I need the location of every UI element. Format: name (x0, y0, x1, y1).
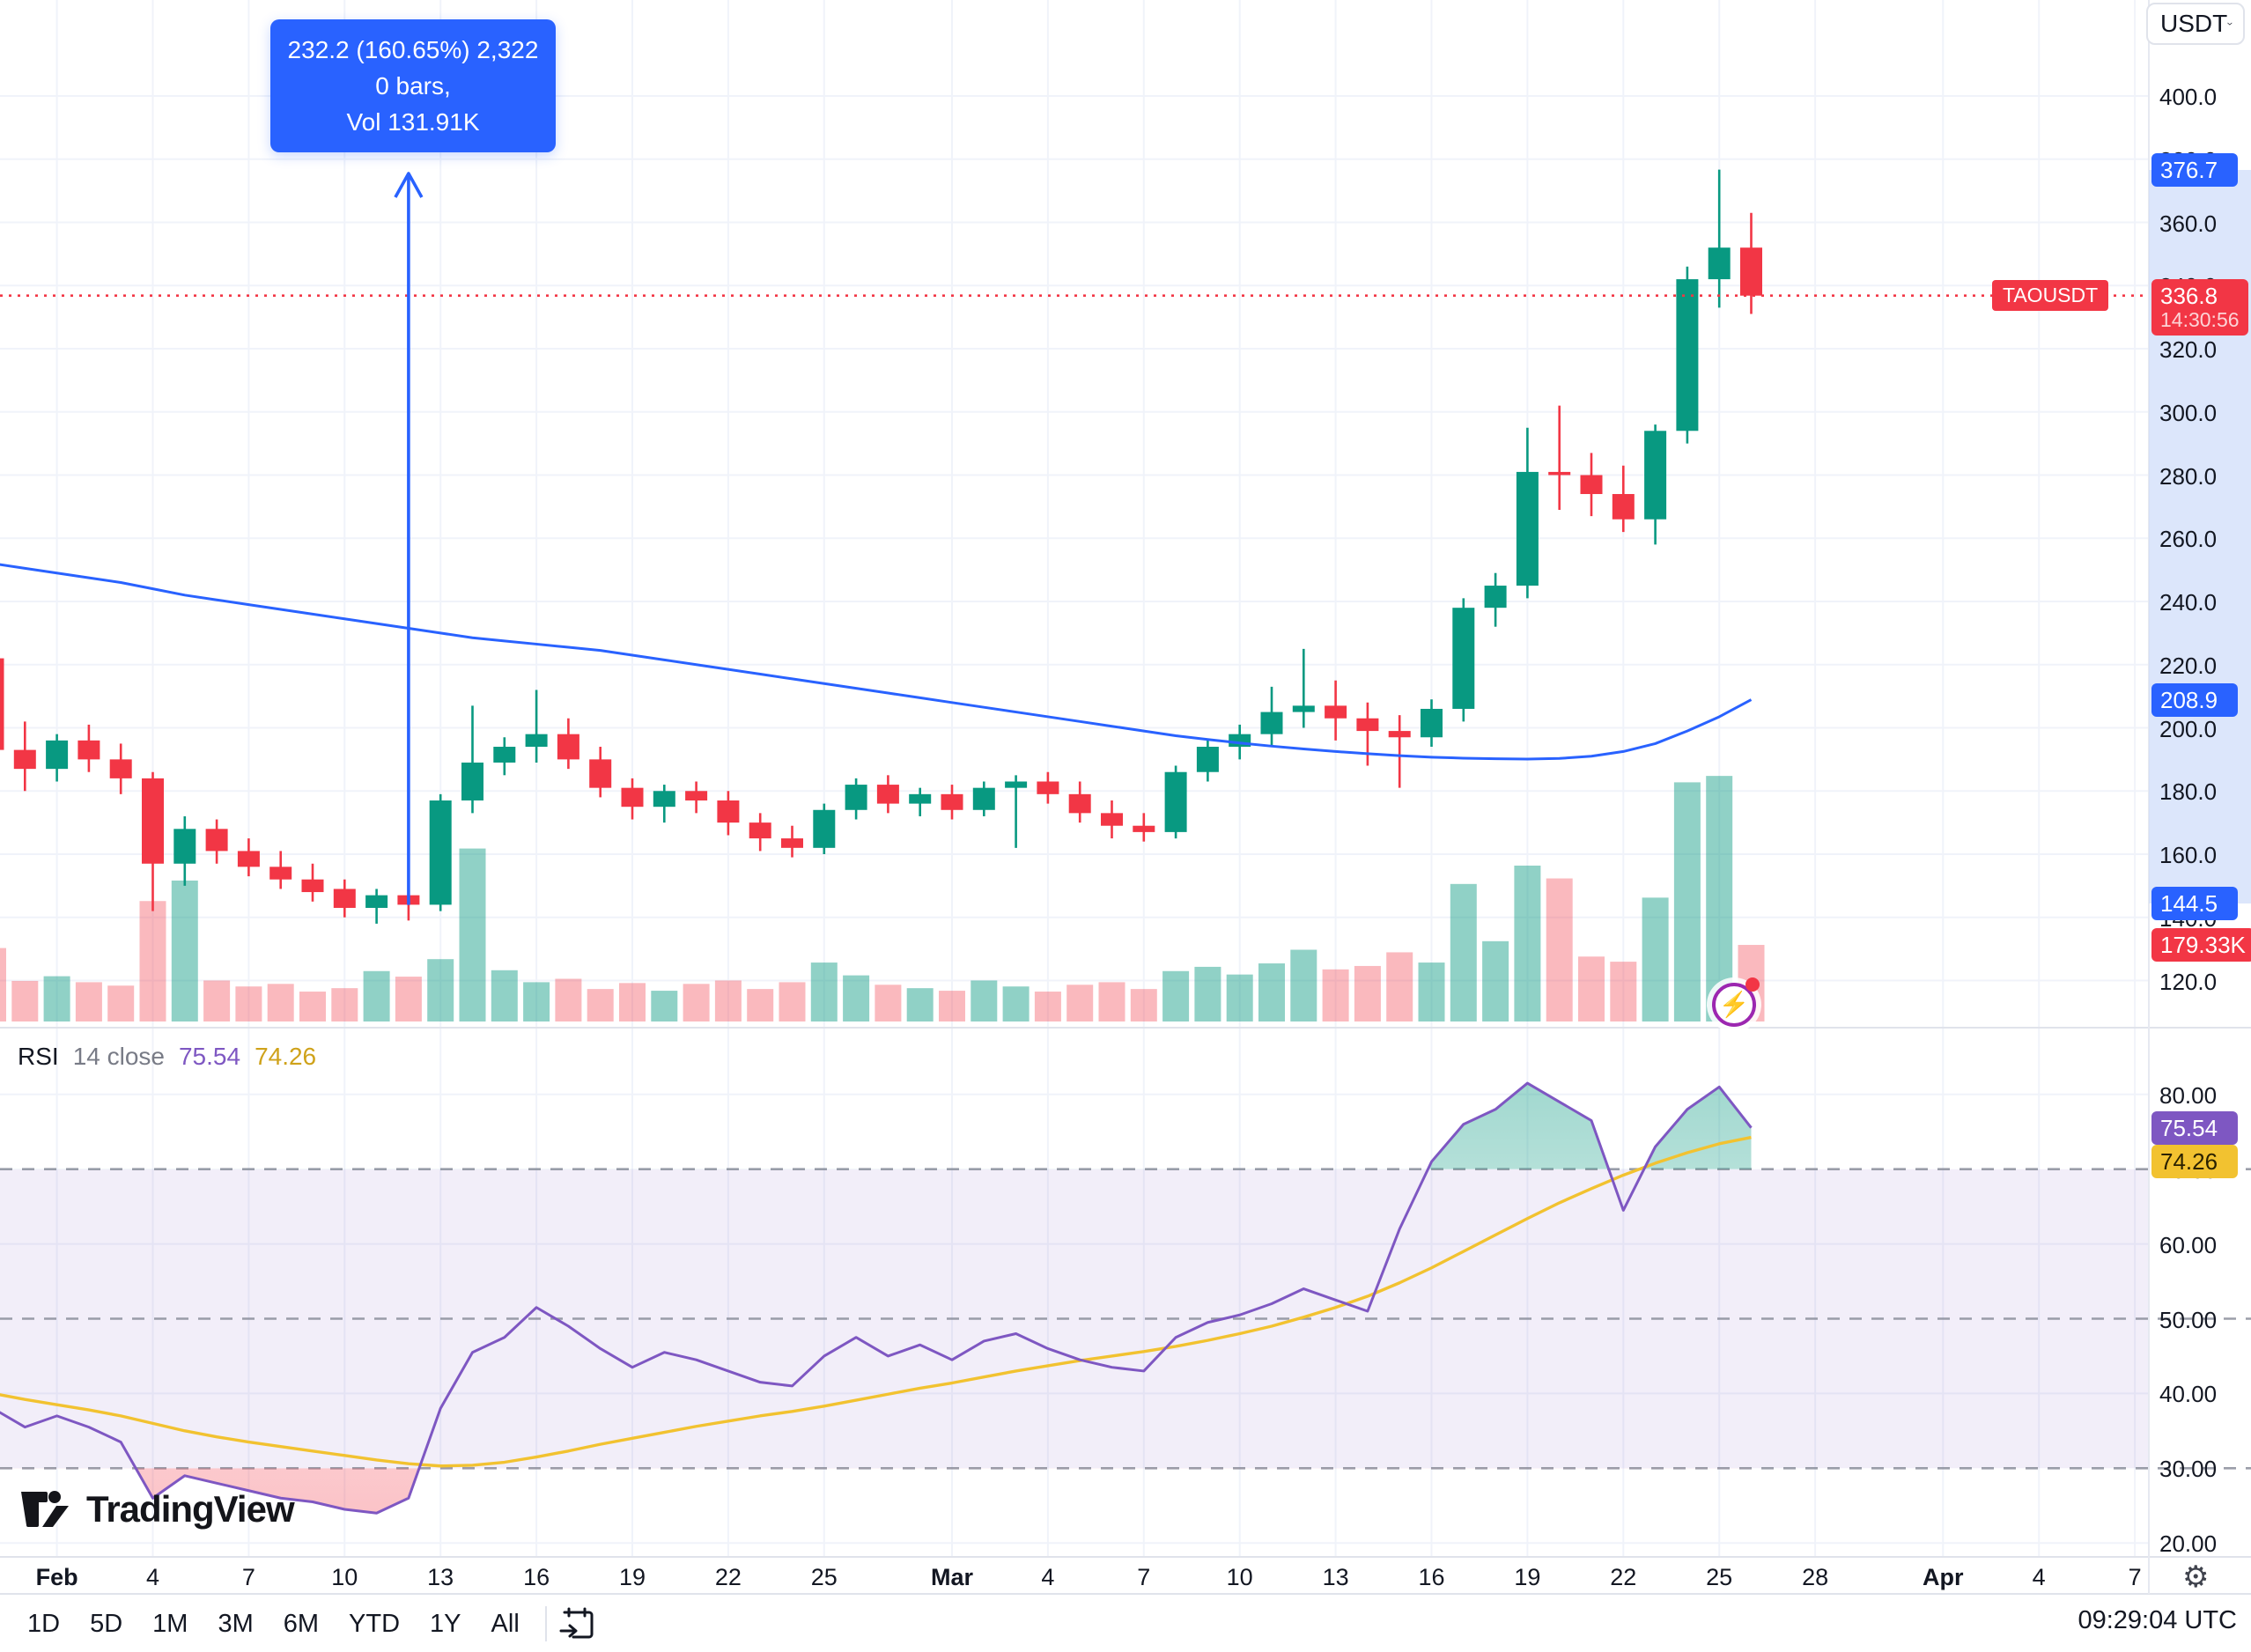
rsi-axis-tick: 40.00 (2159, 1381, 2218, 1408)
time-axis-label: 22 (714, 1564, 742, 1590)
lightning-circle-icon[interactable]: ⚡ (1712, 977, 1760, 1027)
tradingview-logo-icon (21, 1491, 69, 1527)
range-low-label: 144.5 (2151, 886, 2238, 920)
calendar-arrow-icon[interactable] (557, 1604, 598, 1644)
rsi-ma-value-label: 74.26 (2151, 1144, 2238, 1178)
rsi-value-label: 75.54 (2151, 1110, 2238, 1145)
rsi-axis-tick: 80.00 (2159, 1081, 2218, 1109)
time-axis-label: 13 (1322, 1564, 1349, 1590)
range-button-1Y[interactable]: 1Y (430, 1609, 461, 1638)
time-axis-label: 4 (1041, 1564, 1055, 1590)
rsi-title: RSI (18, 1043, 59, 1070)
price-axis-tick: 400.0 (2159, 84, 2218, 110)
time-axis-label: 25 (1706, 1564, 1733, 1590)
price-axis-tick: 260.0 (2159, 526, 2218, 553)
rsi-axis-tick: 50.00 (2159, 1306, 2218, 1333)
currency-selector[interactable]: USDT (2146, 3, 2245, 45)
rsi-ma-current-value: 74.26 (255, 1043, 317, 1070)
measure-bars: 0 bars, (375, 72, 451, 100)
symbol-price-label: TAOUSDT (1992, 279, 2109, 311)
range-button-1M[interactable]: 1M (152, 1609, 188, 1638)
notification-dot (1745, 977, 1760, 992)
toolbar-divider (544, 1606, 547, 1641)
gear-icon[interactable]: ⚙ (2182, 1560, 2210, 1594)
price-axis-tick: 240.0 (2159, 589, 2218, 616)
time-axis-label: 13 (427, 1564, 454, 1590)
time-axis-label: Apr (1923, 1564, 1964, 1590)
price-axis-tick: 200.0 (2159, 715, 2218, 742)
time-axis-label: 22 (1610, 1564, 1637, 1590)
range-button-YTD[interactable]: YTD (349, 1609, 401, 1638)
time-axis-label: 7 (2128, 1564, 2142, 1590)
time-axis-label: 10 (1226, 1564, 1253, 1590)
price-axis-tick: 180.0 (2159, 778, 2218, 806)
range-button-All[interactable]: All (491, 1609, 520, 1638)
price-axis-tick: 300.0 (2159, 399, 2218, 426)
volume-value-label: 179.33K (2151, 928, 2251, 962)
price-axis-tick: 280.0 (2159, 462, 2218, 490)
price-axis-tick: 320.0 (2159, 336, 2218, 363)
rsi-current-value: 75.54 (178, 1043, 241, 1070)
price-axis-tick: 360.0 (2159, 210, 2218, 237)
tradingview-logo-text: TradingView (86, 1488, 295, 1530)
range-button-1D[interactable]: 1D (27, 1609, 61, 1638)
measure-volume: Vol 131.91K (346, 108, 480, 136)
time-axis-label: 19 (1514, 1564, 1541, 1590)
time-axis-label: 16 (1418, 1564, 1445, 1590)
chevron-down-icon (2227, 22, 2233, 26)
time-axis-label: Feb (35, 1564, 78, 1590)
price-axis-tick: 120.0 (2159, 968, 2218, 995)
range-button-6M[interactable]: 6M (283, 1609, 320, 1638)
clock-utc[interactable]: 09:29:04 UTC (2078, 1606, 2237, 1634)
last-price-label: 336.8 14:30:56 (2151, 278, 2248, 336)
currency-label: USDT (2160, 10, 2228, 37)
time-axis-label: 28 (1802, 1564, 1829, 1590)
price-axis-tick: 220.0 (2159, 652, 2218, 679)
time-axis-label: 19 (618, 1564, 646, 1590)
measure-change: 232.2 (160.65%) 2,322 (287, 36, 539, 63)
time-axis-label: 10 (331, 1564, 358, 1590)
rsi-legend[interactable]: RSI 14 close 75.54 74.26 (18, 1043, 316, 1071)
rsi-axis-tick: 20.00 (2159, 1530, 2218, 1558)
rsi-params: 14 close (72, 1043, 165, 1070)
time-axis-label: Mar (930, 1564, 974, 1590)
time-axis-label: 4 (2032, 1564, 2046, 1590)
price-axis-tick: 160.0 (2159, 842, 2218, 868)
measure-tooltip: 232.2 (160.65%) 2,322 0 bars, Vol 131.91… (270, 19, 556, 152)
tradingview-logo[interactable]: TradingView (19, 1488, 295, 1530)
bottom-toolbar: 1D 5D 1M 3M 6M YTD 1Y All (0, 1596, 2251, 1652)
time-axis-label: 7 (241, 1564, 255, 1590)
range-high-label: 376.7 (2151, 152, 2238, 187)
time-axis-label: 7 (1137, 1564, 1151, 1590)
rsi-axis-tick: 30.00 (2159, 1456, 2218, 1483)
time-axis-label: 25 (810, 1564, 838, 1590)
ma-value-label: 208.9 (2151, 682, 2238, 717)
range-button-5D[interactable]: 5D (90, 1609, 123, 1638)
range-button-3M[interactable]: 3M (218, 1609, 254, 1638)
time-axis-label: 16 (523, 1564, 550, 1590)
time-axis-label: 4 (145, 1564, 160, 1590)
rsi-axis-tick: 60.00 (2159, 1231, 2218, 1258)
